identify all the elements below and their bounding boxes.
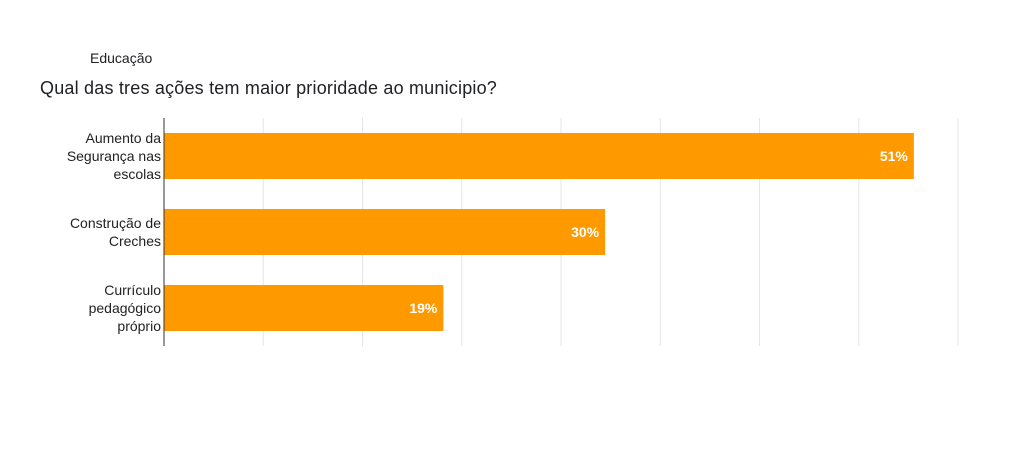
bar: [164, 133, 914, 179]
section-label: Educação: [90, 50, 153, 66]
bar-value-label: 30%: [571, 224, 600, 240]
bar-value-label: 51%: [880, 148, 909, 164]
category-label: Construção de Creches: [70, 215, 161, 249]
bar-value-label: 19%: [409, 300, 438, 316]
category-label: Aumento da Segurança nas escolas: [67, 130, 161, 182]
bars: 51% 30% 19%: [164, 133, 914, 331]
category-labels: Aumento da Segurança nas escolas Construção…: [67, 130, 161, 334]
bar: [164, 209, 606, 255]
category-label: Currículo pedagógico próprio: [89, 282, 162, 334]
question-title: Qual das tres ações tem maior prioridade…: [40, 78, 498, 98]
bar: [164, 285, 444, 331]
